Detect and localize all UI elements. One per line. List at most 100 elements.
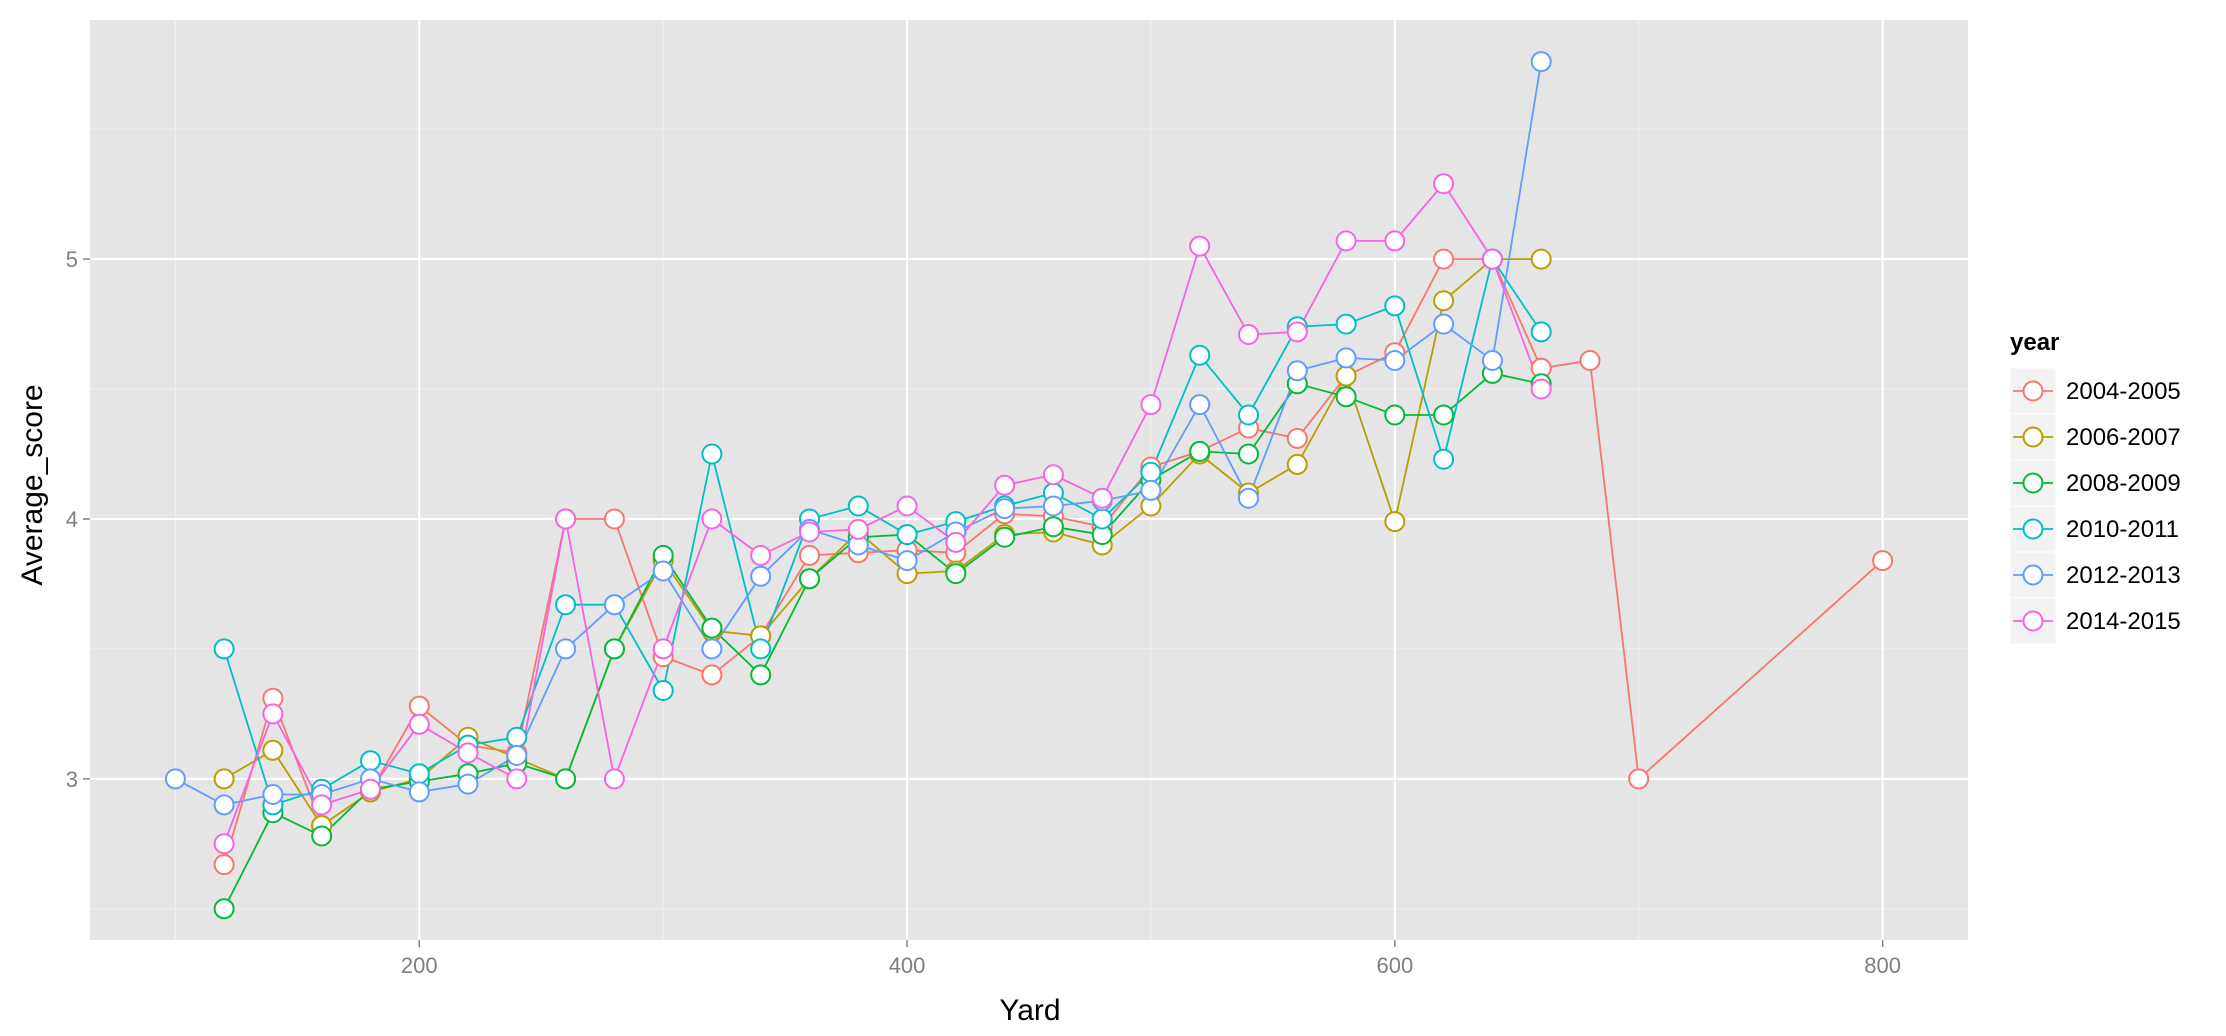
legend-key-point xyxy=(2022,564,2044,586)
data-point-2008-2009 xyxy=(701,617,723,639)
data-point-2014-2015 xyxy=(1091,487,1113,509)
legend-label: 2012-2013 xyxy=(2066,562,2181,589)
series-line-2014-2015 xyxy=(223,182,1543,845)
data-point-2004-2005 xyxy=(603,508,625,530)
y-tick-label: 3 xyxy=(66,767,78,792)
data-point-2008-2009 xyxy=(1433,404,1455,426)
data-point-2004-2005 xyxy=(701,664,723,686)
y-axis-title: Average_score xyxy=(16,384,49,585)
data-point-2006-2007 xyxy=(213,768,235,790)
data-point-2012-2013 xyxy=(1481,350,1503,371)
data-point-2008-2009 xyxy=(603,638,625,660)
data-point-2008-2009 xyxy=(945,563,967,585)
data-point-2014-2015 xyxy=(457,742,479,764)
data-point-2014-2015 xyxy=(1042,464,1064,486)
series-line-2008-2009 xyxy=(223,372,1542,910)
legend-key-point xyxy=(2022,518,2044,540)
legend-item-2008-2009: 2008-2009 xyxy=(2009,459,2181,507)
data-point-2012-2013 xyxy=(1530,51,1552,73)
data-point-2008-2009 xyxy=(1384,404,1406,426)
data-point-2008-2009 xyxy=(1335,386,1357,408)
data-point-2010-2011 xyxy=(506,726,528,748)
data-point-2014-2015 xyxy=(799,521,820,543)
legend-key-point xyxy=(2022,472,2044,494)
data-point-2014-2015 xyxy=(360,778,381,800)
data-point-2010-2011 xyxy=(1189,344,1211,366)
data-point-2014-2015 xyxy=(311,794,333,816)
data-point-2010-2011 xyxy=(847,495,869,517)
data-point-2010-2011 xyxy=(1238,404,1259,426)
y-axis-ticks: 3 4 5 xyxy=(66,247,90,792)
data-point-2014-2015 xyxy=(1335,230,1357,252)
legend: year 2004-2005 2006-2007 2008-2009 2010-201… xyxy=(2009,329,2181,645)
data-point-2004-2005 xyxy=(213,854,235,876)
x-axis-title: Yard xyxy=(999,994,1060,1027)
data-point-2004-2005 xyxy=(1872,550,1894,572)
data-point-2008-2009 xyxy=(1238,443,1259,465)
data-point-2008-2009 xyxy=(1189,440,1211,462)
data-point-2012-2013 xyxy=(1238,487,1259,509)
data-point-2010-2011 xyxy=(750,638,772,660)
data-point-2012-2013 xyxy=(457,773,479,795)
data-point-2010-2011 xyxy=(1091,508,1113,530)
data-point-2014-2015 xyxy=(408,713,430,735)
data-point-2008-2009 xyxy=(1042,516,1064,538)
data-point-2012-2013 xyxy=(1140,479,1162,501)
data-point-2014-2015 xyxy=(994,474,1016,496)
data-point-2014-2015 xyxy=(652,638,674,660)
x-tick-label: 600 xyxy=(1376,953,1413,978)
data-point-2012-2013 xyxy=(750,565,772,587)
legend-label: 2008-2009 xyxy=(2066,470,2181,497)
y-tick-label: 4 xyxy=(66,507,78,532)
data-point-2012-2013 xyxy=(213,794,235,816)
data-point-2004-2005 xyxy=(1433,248,1455,270)
data-point-2010-2011 xyxy=(701,443,723,465)
data-point-2012-2013 xyxy=(164,768,186,790)
legend-title: year xyxy=(2010,329,2059,356)
data-point-2006-2007 xyxy=(1335,365,1357,387)
legend-key-point xyxy=(2022,426,2044,448)
data-point-2006-2007 xyxy=(1286,453,1308,475)
data-point-2014-2015 xyxy=(1481,248,1503,270)
data-point-2006-2007 xyxy=(1384,511,1406,533)
data-point-2010-2011 xyxy=(896,524,918,546)
y-tick-label: 5 xyxy=(66,247,78,272)
data-point-2012-2013 xyxy=(701,638,723,660)
data-point-2014-2015 xyxy=(750,544,772,566)
data-point-2010-2011 xyxy=(1384,295,1406,317)
legend-items: 2004-2005 2006-2007 2008-2009 2010-2011 2012… xyxy=(2009,367,2181,645)
data-point-2010-2011 xyxy=(213,638,235,660)
data-point-2010-2011 xyxy=(1335,313,1357,335)
data-point-2004-2005 xyxy=(799,544,820,566)
data-point-2010-2011 xyxy=(408,763,430,785)
data-point-2014-2015 xyxy=(1530,378,1552,400)
x-axis-ticks: 200 400 600 800 xyxy=(401,940,1901,978)
data-point-2010-2011 xyxy=(652,680,674,701)
data-point-2010-2011 xyxy=(1140,461,1162,483)
legend-label: 2014-2015 xyxy=(2066,608,2181,635)
data-point-2012-2013 xyxy=(506,745,528,766)
data-point-2004-2005 xyxy=(1286,427,1308,449)
legend-item-2006-2007: 2006-2007 xyxy=(2009,413,2181,461)
legend-key-point xyxy=(2022,380,2044,402)
data-point-2008-2009 xyxy=(994,526,1016,548)
series-points xyxy=(164,51,1894,920)
data-point-2014-2015 xyxy=(1140,394,1162,416)
data-point-2004-2005 xyxy=(1628,768,1650,790)
x-tick-label: 400 xyxy=(889,953,926,978)
data-point-2006-2007 xyxy=(1530,248,1552,270)
data-point-2012-2013 xyxy=(262,784,284,805)
legend-label: 2004-2005 xyxy=(2066,378,2181,405)
data-point-2014-2015 xyxy=(603,768,625,790)
data-point-2014-2015 xyxy=(1384,230,1406,252)
data-point-2008-2009 xyxy=(213,898,235,920)
major-gridlines xyxy=(90,20,1968,940)
data-point-2004-2005 xyxy=(1579,350,1601,371)
data-point-2010-2011 xyxy=(555,594,577,616)
data-point-2008-2009 xyxy=(799,568,820,590)
legend-item-2004-2005: 2004-2005 xyxy=(2009,367,2181,415)
data-point-2012-2013 xyxy=(1335,347,1357,369)
data-point-2014-2015 xyxy=(701,508,723,530)
data-point-2012-2013 xyxy=(603,594,625,616)
data-point-2012-2013 xyxy=(408,781,430,803)
